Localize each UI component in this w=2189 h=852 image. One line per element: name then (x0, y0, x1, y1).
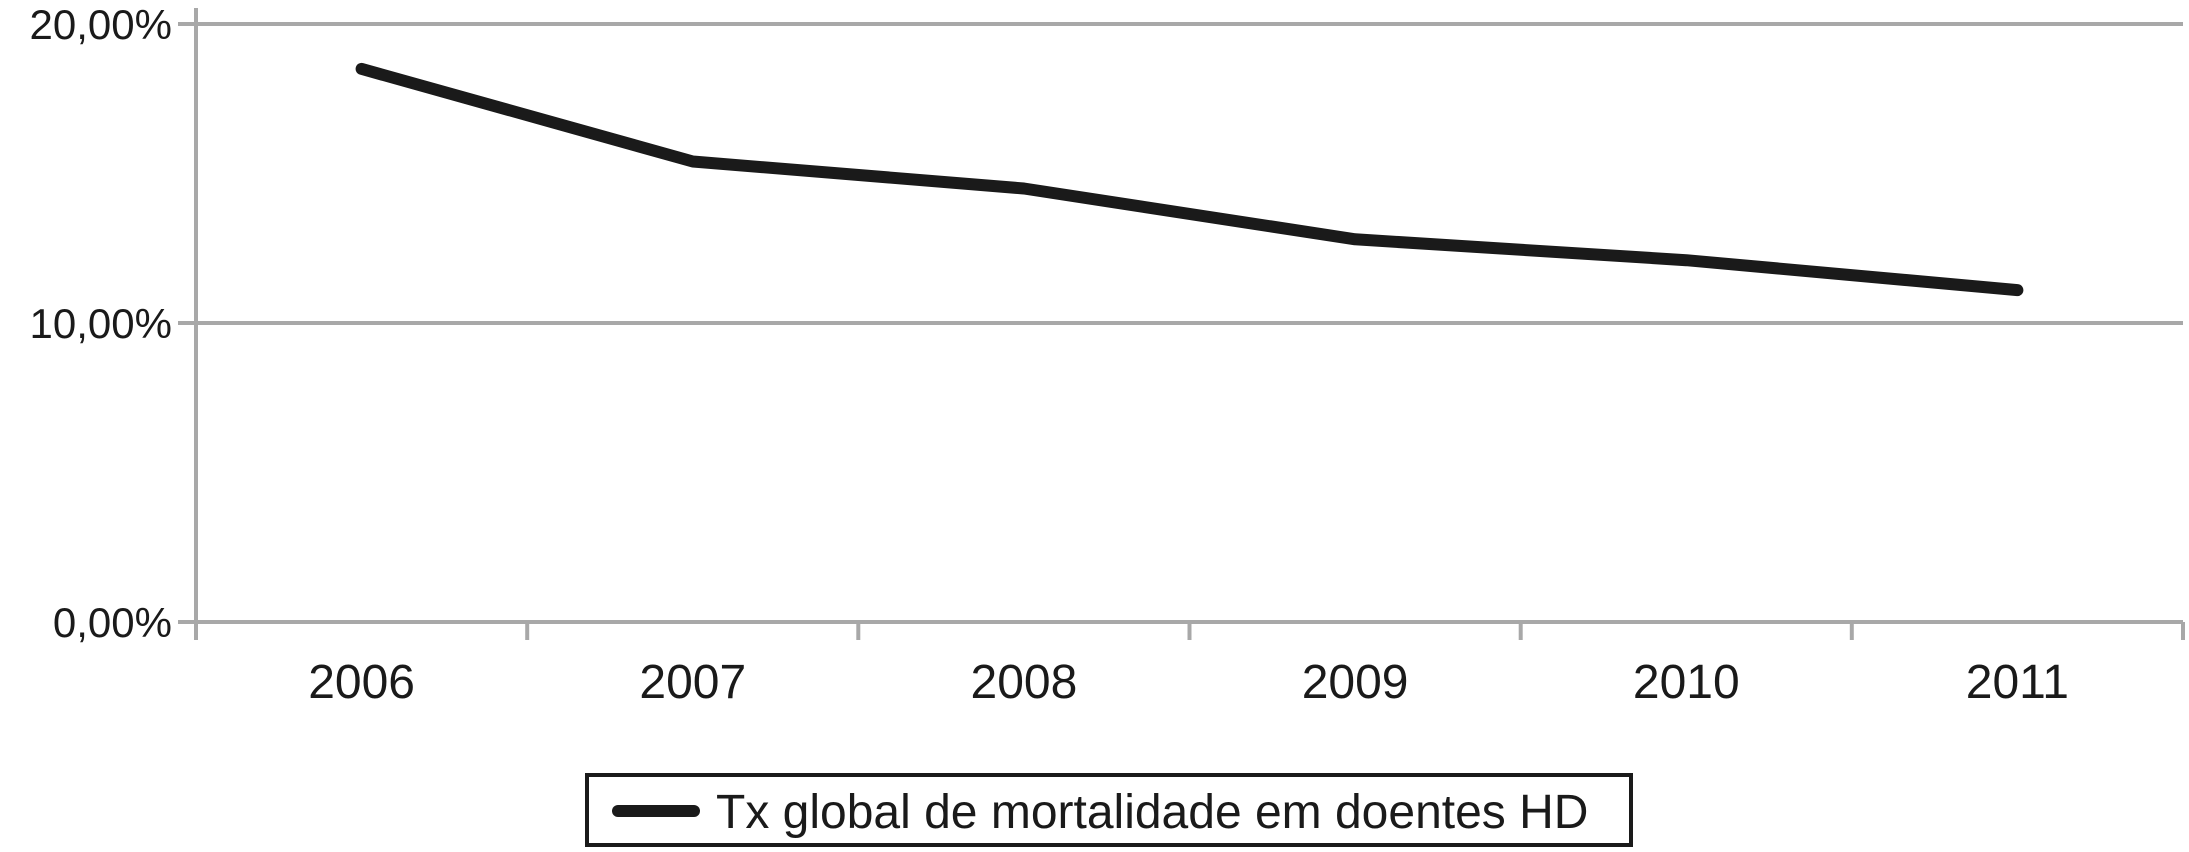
y-tick-label-1: 10,00% (30, 300, 172, 347)
legend-label: Tx global de mortalidade em doentes HD (716, 786, 1588, 839)
x-cat-label-0: 2006 (308, 656, 415, 709)
legend-box (585, 773, 1633, 847)
legend: Tx global de mortalidade em doentes HD (585, 773, 1633, 847)
y-tick-label-0: 20,00% (30, 1, 172, 48)
x-cat-label-5: 2011 (1966, 656, 2069, 709)
x-cat-label-2: 2008 (971, 656, 1078, 709)
y-axis-labels: 20,00% 10,00% 0,00% (30, 1, 172, 646)
x-cat-label-4: 2010 (1633, 656, 1740, 709)
x-axis-ticks (525, 622, 2185, 640)
y-tick-label-2: 0,00% (53, 599, 172, 646)
y-gridlines (178, 22, 2183, 624)
x-axis-labels: 2006 2007 2008 2009 2010 2011 (308, 656, 2069, 709)
x-cat-label-3: 2009 (1302, 656, 1409, 709)
series-line (355, 62, 2024, 297)
x-cat-label-1: 2007 (639, 656, 746, 709)
